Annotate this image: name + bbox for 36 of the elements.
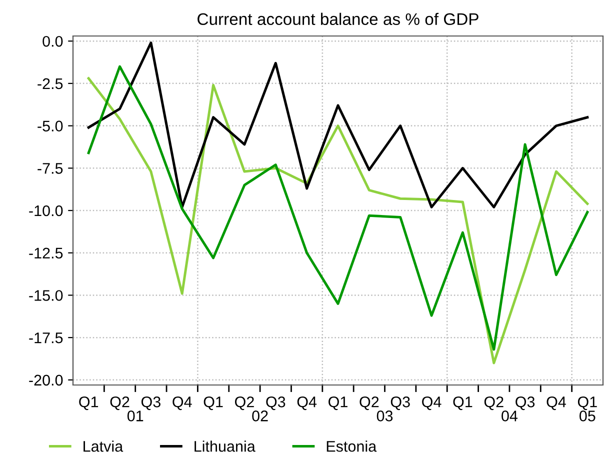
x-tick-label: Q3	[390, 396, 410, 410]
y-tick-label: -17.5	[29, 332, 63, 344]
x-tick-label: Q1	[79, 396, 98, 410]
y-tick-label: -5.0	[38, 120, 63, 132]
x-tick-label: Q1	[204, 396, 223, 410]
x-tick-label: Q2	[484, 396, 504, 410]
legend-label: Estonia	[326, 440, 377, 452]
x-tick-label: Q3	[266, 396, 286, 410]
y-tick-label: -7.5	[38, 163, 63, 174]
y-tick-label: -12.5	[29, 248, 63, 259]
x-tick-label: Q4	[546, 396, 566, 410]
text: 03	[376, 410, 393, 422]
x-tick-label: Q3	[141, 396, 160, 410]
x-tick-label: Q4	[172, 396, 192, 410]
text: 02	[252, 410, 268, 422]
x-tick-label: Q2	[110, 396, 130, 410]
x-tick-label: Q4	[422, 396, 442, 410]
x-tick-label: Q3	[516, 396, 535, 410]
y-tick-label: -20.0	[29, 374, 63, 386]
x-tick-label: Q2	[360, 396, 379, 410]
x-tick-label: Q2	[235, 396, 254, 410]
x-tick-label: Q4	[297, 396, 317, 410]
y-tick-label: 0.0	[42, 36, 63, 47]
y-tick-label: -2.5	[38, 78, 63, 90]
text: 04	[502, 410, 518, 422]
x-tick-label: Q1	[453, 396, 472, 410]
legend-label: Latvia	[84, 440, 124, 452]
chart-title: Current account balance as % of GDP	[198, 12, 478, 26]
y-tick-label: -10.0	[29, 205, 63, 216]
text: 01	[127, 410, 144, 422]
legend-label: Lithuania	[194, 440, 256, 452]
x-tick-label: Q1	[578, 396, 597, 410]
line-series	[87, 42, 589, 208]
y-tick-label: -15.0	[29, 290, 63, 301]
x-tick-label: Q1	[328, 396, 348, 410]
text: 05	[580, 410, 596, 422]
